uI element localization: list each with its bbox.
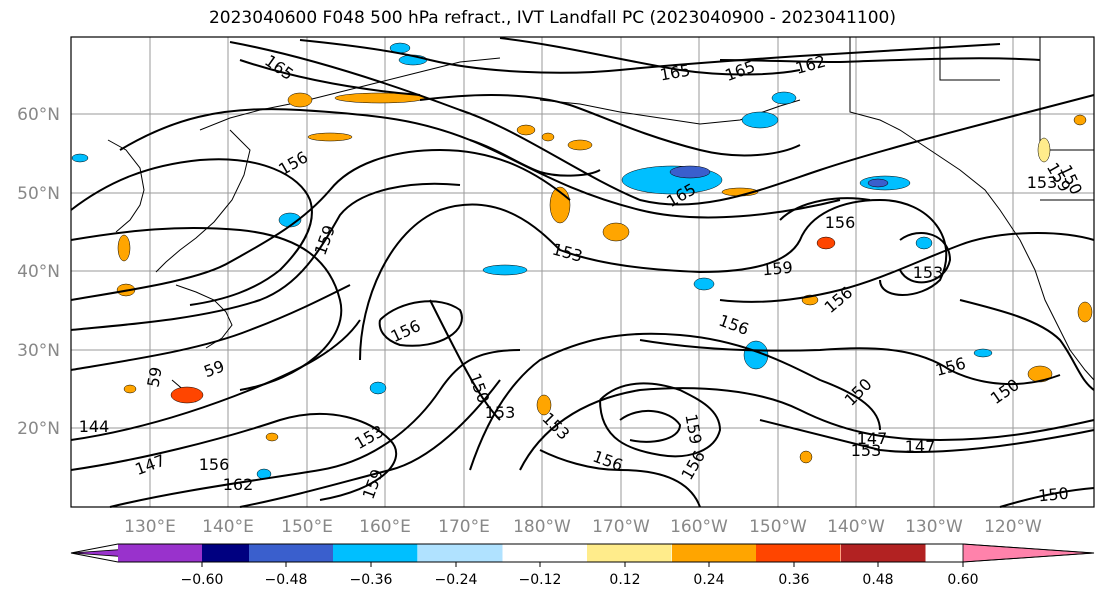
contour-label: 147 (857, 429, 888, 448)
longitude-label: 170°E (438, 517, 490, 537)
map-frame (70, 36, 1095, 508)
colorbar-tick-label: 0.36 (778, 572, 809, 588)
longitude-label: 120°W (984, 517, 1042, 537)
contour-label: 162 (223, 475, 254, 494)
contour-lines (70, 37, 1095, 508)
latitude-label: 60°N (17, 105, 60, 125)
contour-label: 156 (199, 455, 230, 474)
latitude-labels: 60°N 50°N 40°N 30°N 20°N (17, 105, 60, 439)
latitude-label: 40°N (17, 262, 60, 282)
colorbar-segment (249, 544, 334, 562)
colorbar-segment (503, 544, 588, 562)
longitude-label: 150°E (281, 517, 333, 537)
shaded-anomalies (71, 42, 1093, 480)
colorbar-tick-label: −0.36 (350, 572, 393, 588)
longitude-label: 170°W (592, 517, 650, 537)
graticule (71, 37, 1094, 507)
contour-label: 153 (851, 441, 882, 460)
colorbar-segment (587, 544, 672, 562)
colorbar-extend-max (962, 543, 1095, 563)
colorbar-segment (672, 544, 757, 562)
colorbar-segment (118, 544, 202, 562)
longitude-label: 160°E (359, 517, 411, 537)
contour-label: 153 (1027, 173, 1058, 192)
colorbar-tick-label: 0.60 (947, 572, 978, 588)
contour-label: 153 (913, 263, 944, 282)
colorbar-tick-label: 0.24 (693, 572, 724, 588)
longitude-label: 140°E (202, 517, 254, 537)
colorbar-segment (333, 544, 418, 562)
longitude-label: 140°W (827, 517, 885, 537)
colorbar-tick-label: −0.48 (265, 572, 308, 588)
longitude-labels: 130°E 140°E 150°E 160°E 170°E 180°W 170°W 160°W… (124, 517, 1042, 537)
colorbar-tick-label: −0.60 (181, 572, 224, 588)
map-title: 2023040600 F048 500 hPa refract., IVT La… (208, 8, 896, 28)
colorbar-tick-label: −0.12 (519, 572, 562, 588)
contour-label: 159 (761, 258, 793, 280)
longitude-label: 130°W (905, 517, 963, 537)
coastlines (107, 37, 1095, 403)
longitude-label: 130°E (124, 517, 176, 537)
contour-label: 150 (1037, 484, 1069, 506)
latitude-label: 20°N (17, 419, 60, 439)
colorbar-segment (756, 544, 841, 562)
colorbar-tick-label: −0.24 (435, 572, 478, 588)
longitude-label: 160°W (670, 517, 728, 537)
colorbar: −0.60 −0.48 −0.36 −0.24 −0.12 0.12 0.24 0.36 0.4… (70, 543, 1095, 588)
contour-label: 59 (143, 365, 165, 388)
latitude-label: 50°N (17, 184, 60, 204)
contour-label: 144 (79, 417, 110, 436)
latitude-label: 30°N (17, 341, 60, 361)
longitude-label: 180°W (513, 517, 571, 537)
colorbar-segment (841, 544, 926, 562)
colorbar-outline (70, 543, 1095, 563)
contour-label: 153 (485, 403, 516, 422)
colorbar-segment (418, 544, 503, 562)
contour-label: 156 (825, 213, 856, 232)
contour-label: 147 (905, 437, 936, 456)
colorbar-tick-label: 0.12 (609, 572, 640, 588)
colorbar-tick-label: 0.48 (862, 572, 893, 588)
longitude-label: 150°W (749, 517, 807, 537)
